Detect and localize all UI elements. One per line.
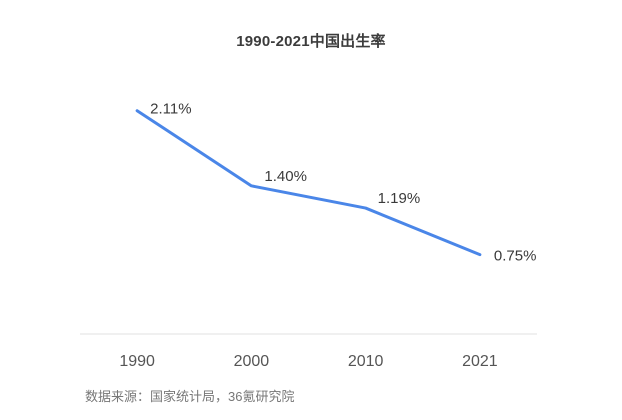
data-source: 数据来源：国家统计局，36氪研究院 <box>85 389 295 404</box>
x-tick-label-1990: 1990 <box>119 353 155 370</box>
x-tick-label-2021: 2021 <box>462 353 498 370</box>
birth-rate-line <box>135 109 482 257</box>
data-point-label-2021: 0.75% <box>494 248 537 265</box>
x-tick-label-2000: 2000 <box>234 353 270 370</box>
chart-title: 1990-2021中国出生率 <box>236 33 386 50</box>
data-point-label-2010: 1.19% <box>378 190 421 207</box>
data-point-label-1990: 2.11% <box>150 101 191 118</box>
data-point-label-2000: 1.40% <box>264 168 307 185</box>
x-tick-label-2010: 2010 <box>348 353 384 370</box>
